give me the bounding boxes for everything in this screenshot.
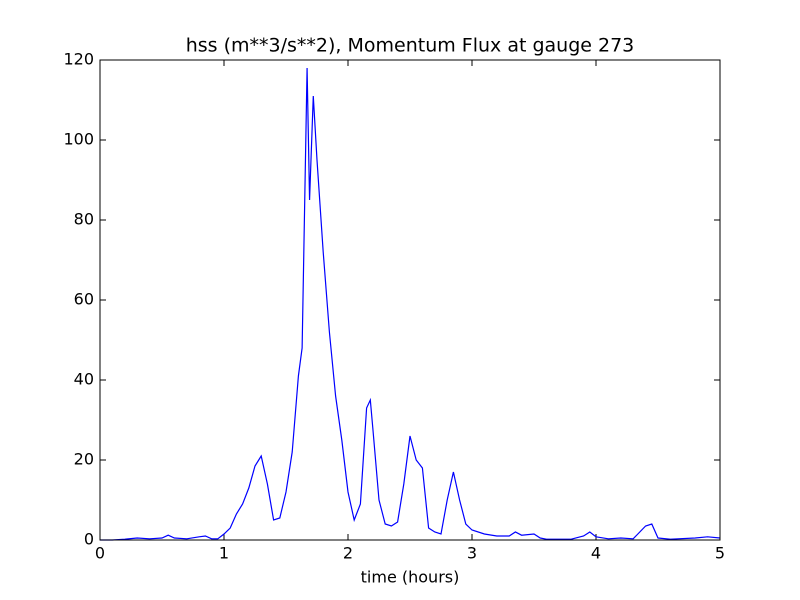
data-line xyxy=(100,67,721,541)
y-tick-label: 100 xyxy=(63,130,94,149)
x-tick-label: 3 xyxy=(467,544,477,563)
chart-title: hss (m**3/s**2), Momentum Flux at gauge … xyxy=(186,35,635,57)
y-tick-label: 120 xyxy=(63,50,94,69)
y-tick-label: 0 xyxy=(84,530,94,549)
plot-frame xyxy=(99,59,721,541)
x-tick-label: 4 xyxy=(591,544,601,563)
y-tick-label: 60 xyxy=(74,290,94,309)
x-tick-label: 0 xyxy=(95,544,105,563)
x-axis-label: time (hours) xyxy=(361,568,460,587)
y-tick-label: 20 xyxy=(74,450,94,469)
y-tick-label: 80 xyxy=(74,210,94,229)
x-tick-label: 1 xyxy=(219,544,229,563)
x-tick-label: 5 xyxy=(715,544,725,563)
y-tick-label: 40 xyxy=(74,370,94,389)
x-tick-label: 2 xyxy=(343,544,353,563)
